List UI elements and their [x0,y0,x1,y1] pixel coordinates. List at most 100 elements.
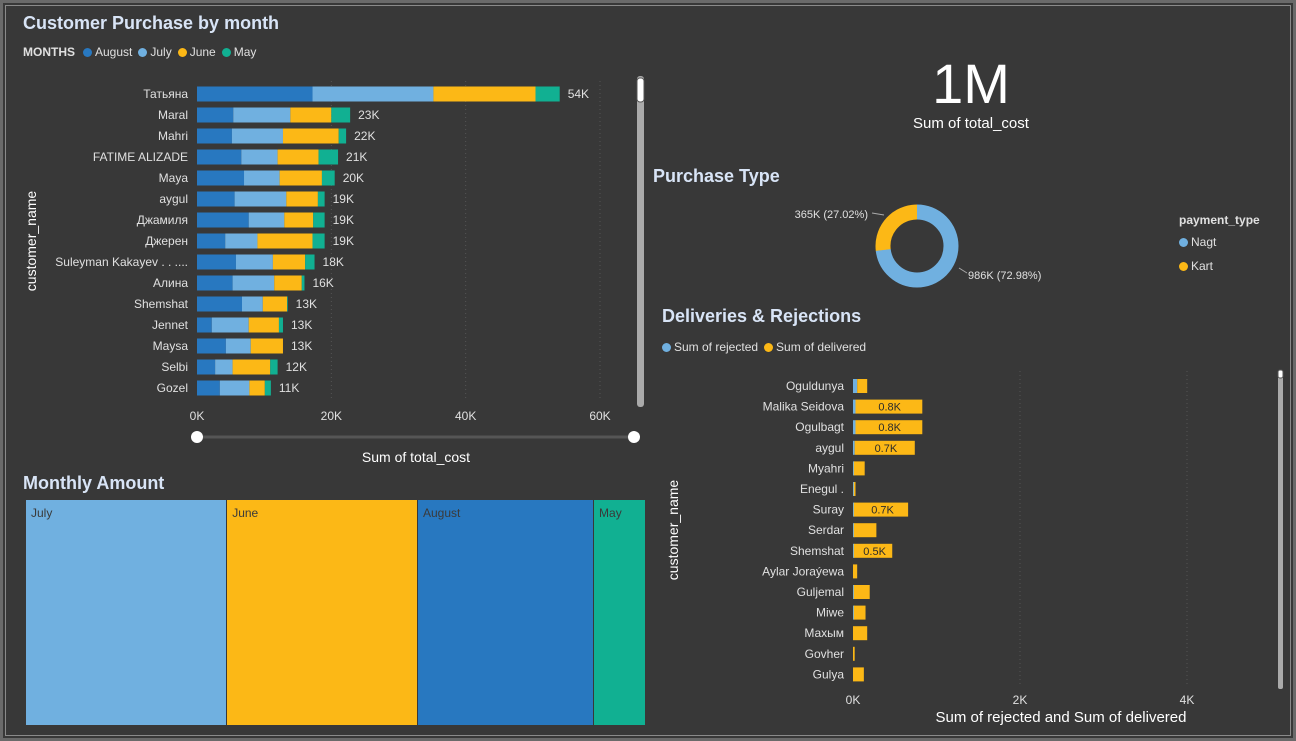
bar-segment-july[interactable] [248,212,285,228]
bar-segment-may[interactable] [278,317,283,333]
bar-segment-june[interactable] [290,107,332,123]
treemap-tile-may[interactable]: May [594,500,646,725]
bar-segment-june[interactable] [282,128,339,144]
bar-segment-may[interactable] [264,380,271,396]
bar-segment-july[interactable] [241,149,278,165]
treemap-tile-july[interactable]: July [26,500,228,725]
rejected-bar[interactable] [853,440,855,455]
bar-segment-august[interactable] [197,317,212,333]
delivered-bar[interactable] [857,379,868,393]
bar-segment-august[interactable] [197,149,242,165]
legend-item-delivered[interactable]: Sum of delivered [764,340,866,354]
rejected-bar[interactable] [853,461,855,476]
delivered-bar[interactable] [853,585,870,599]
delivered-bar[interactable] [853,482,856,496]
rejected-bar[interactable] [853,399,856,414]
deliveries-scrollbar-thumb[interactable] [1277,369,1284,379]
rejected-bar[interactable] [853,420,856,435]
purchase-scrollbar[interactable] [637,76,644,407]
bar-segment-may[interactable] [331,107,351,123]
bar-segment-may[interactable] [338,128,347,144]
bar-segment-august[interactable] [197,359,216,375]
range-slider-end-handle[interactable] [628,431,640,443]
legend-item-june[interactable]: June [177,45,216,59]
bar-segment-june[interactable] [433,86,536,102]
bar-segment-may[interactable] [313,212,325,228]
bar-segment-june[interactable] [274,275,302,291]
delivered-bar[interactable] [853,605,866,620]
delivered-bar[interactable] [853,461,865,476]
rejected-bar[interactable] [853,482,855,496]
bar-segment-june[interactable] [249,380,265,396]
legend-item-august[interactable]: August [83,45,132,59]
rejected-bar[interactable] [853,502,855,517]
purchase-scrollbar-thumb[interactable] [636,77,645,103]
bar-segment-august[interactable] [197,338,226,354]
rejected-bar[interactable] [853,379,858,393]
rejected-bar[interactable] [853,543,855,558]
bar-segment-july[interactable] [233,107,291,123]
bar-segment-may[interactable] [321,170,335,186]
legend-item-may[interactable]: May [221,45,256,59]
bar-segment-july[interactable] [211,317,249,333]
bar-segment-june[interactable] [232,359,271,375]
delivered-bar[interactable] [854,440,915,455]
bar-segment-august[interactable] [197,275,233,291]
bar-segment-july[interactable] [225,233,258,249]
delivered-bar[interactable] [853,626,868,641]
bar-segment-july[interactable] [244,170,280,186]
bar-segment-august[interactable] [197,191,235,207]
bar-segment-may[interactable] [312,233,325,249]
bar-segment-june[interactable] [284,212,314,228]
delivered-bar[interactable] [853,646,855,661]
bar-segment-august[interactable] [197,380,220,396]
bar-segment-june[interactable] [257,233,313,249]
bar-segment-july[interactable] [234,191,287,207]
bar-segment-july[interactable] [219,380,250,396]
bar-segment-july[interactable] [232,275,275,291]
bar-segment-june[interactable] [279,170,322,186]
bar-segment-may[interactable] [318,149,339,165]
treemap-tile-august[interactable]: August [418,500,595,725]
bar-segment-august[interactable] [197,170,245,186]
delivered-bar[interactable] [853,523,877,538]
legend-item-nagt[interactable]: Nagt [1179,235,1260,249]
bar-segment-august[interactable] [197,212,249,228]
donut-slice-nagt[interactable] [875,204,959,288]
delivered-bar[interactable] [853,564,858,579]
bar-segment-july[interactable] [225,338,251,354]
bar-segment-august[interactable] [197,233,226,249]
rejected-bar[interactable] [853,605,855,620]
delivered-bar[interactable] [855,399,923,414]
legend-item-kart[interactable]: Kart [1179,259,1260,273]
bar-segment-may[interactable] [287,296,288,312]
bar-segment-may[interactable] [301,275,305,291]
delivered-bar[interactable] [855,420,923,435]
deliveries-scrollbar[interactable] [1278,373,1283,689]
bar-segment-august[interactable] [197,107,234,123]
bar-segment-august[interactable] [197,128,232,144]
range-slider-start-handle[interactable] [191,431,203,443]
delivered-bar[interactable] [853,667,864,682]
bar-segment-june[interactable] [286,191,318,207]
rejected-bar[interactable] [853,585,855,599]
bar-segment-june[interactable] [272,254,306,270]
bar-segment-june[interactable] [248,317,279,333]
bar-segment-june[interactable] [277,149,319,165]
bar-segment-august[interactable] [197,86,313,102]
bar-segment-may[interactable] [317,191,325,207]
bar-segment-august[interactable] [197,296,243,312]
bar-segment-may[interactable] [305,254,315,270]
bar-segment-july[interactable] [242,296,263,312]
delivered-bar[interactable] [853,543,893,558]
bar-segment-july[interactable] [231,128,283,144]
rejected-bar[interactable] [853,523,855,538]
bar-segment-july[interactable] [235,254,273,270]
legend-item-july[interactable]: July [138,45,172,59]
treemap-tile-june[interactable]: June [227,500,418,725]
bar-segment-june[interactable] [250,338,283,354]
bar-segment-july[interactable] [215,359,233,375]
bar-segment-may[interactable] [270,359,278,375]
legend-item-rejected[interactable]: Sum of rejected [662,340,758,354]
bar-segment-july[interactable] [312,86,434,102]
